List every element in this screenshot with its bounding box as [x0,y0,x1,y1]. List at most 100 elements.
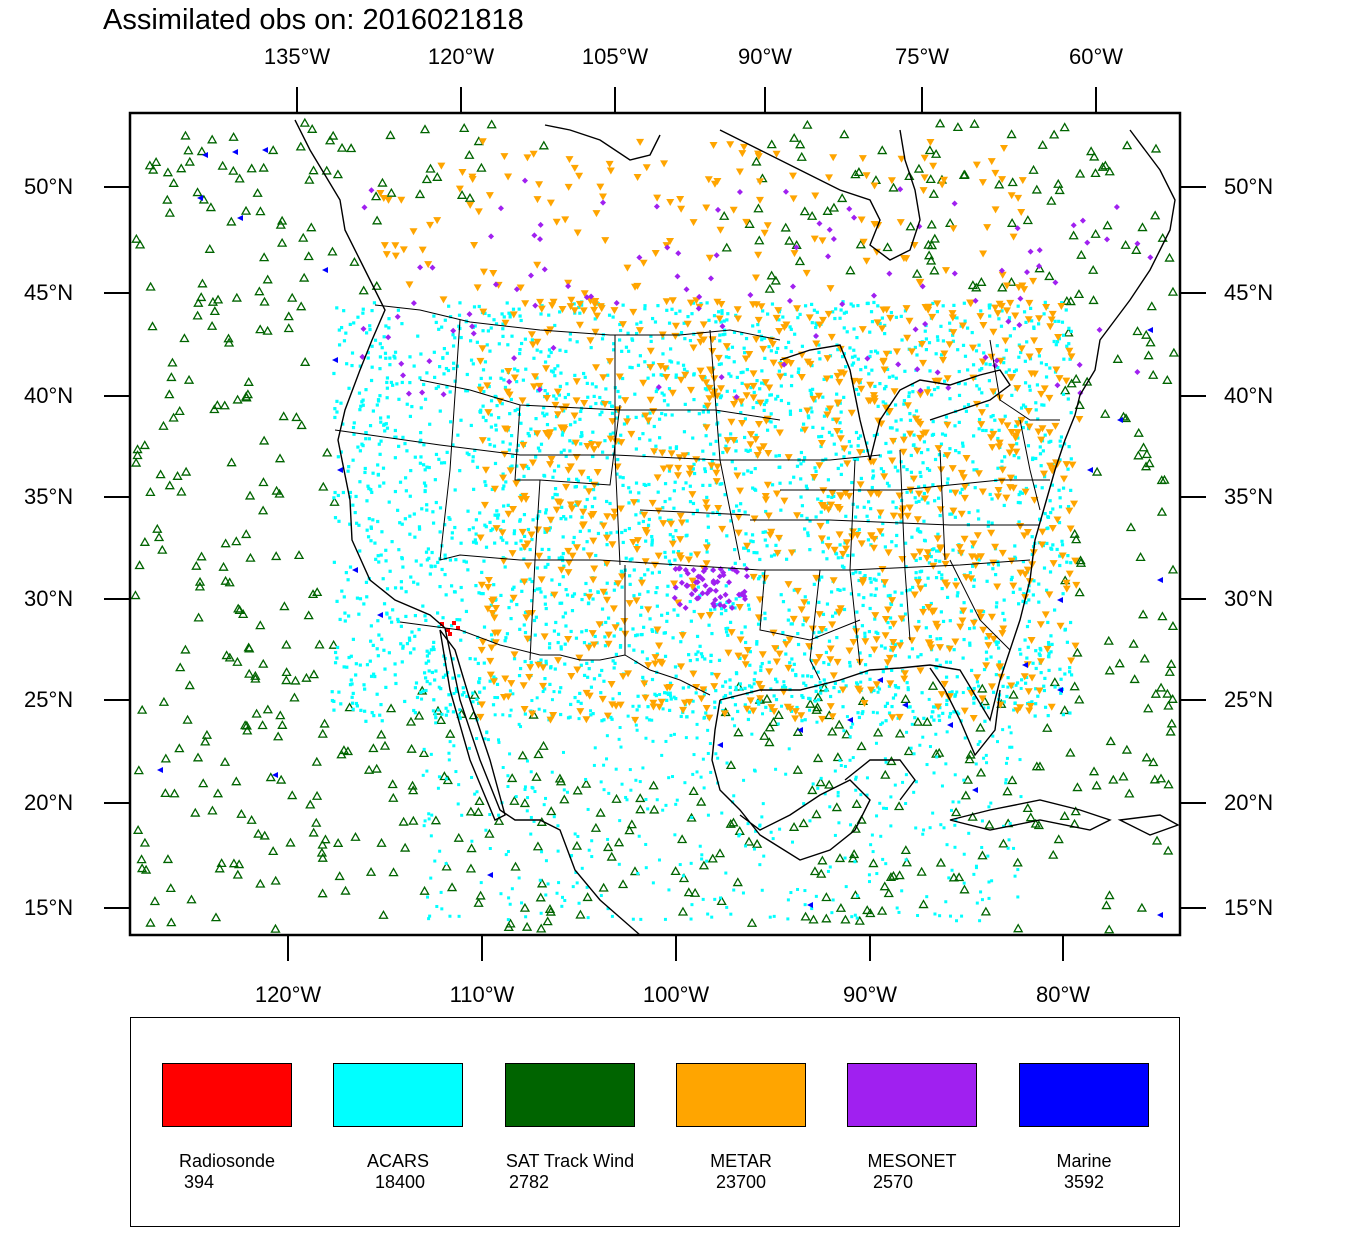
acars-marker [817,435,821,439]
acars-marker [423,676,428,680]
sat-wind-marker [308,165,319,175]
acars-marker [565,790,569,794]
acars-marker [856,444,860,448]
mesonet-marker [839,301,846,308]
acars-marker [467,746,471,750]
metar-marker [943,452,952,460]
acars-marker [660,391,664,395]
acars-marker [650,718,654,722]
acars-marker [774,397,778,401]
metar-marker [679,706,688,714]
sat-wind-marker [885,872,897,882]
acars-marker [335,399,339,403]
acars-marker [883,646,887,650]
metar-marker [919,359,928,367]
metar-marker [1067,353,1076,361]
acars-marker [887,450,891,454]
sat-wind-marker [180,644,191,654]
acars-marker [856,682,860,686]
metar-marker [761,574,770,582]
acars-marker [333,516,338,520]
sat-wind-marker [388,867,399,877]
acars-marker [895,428,899,432]
sat-wind-marker [1165,726,1176,736]
acars-marker [1016,304,1020,308]
metar-marker [977,409,986,417]
metar-marker [668,297,677,305]
acars-marker [721,450,725,455]
acars-marker [1034,687,1038,691]
acars-marker [369,624,373,628]
sat-wind-marker [1137,222,1148,232]
left-tick-label: 30°N [24,586,74,611]
acars-marker [401,646,405,650]
acars-marker [682,430,687,434]
acars-marker [934,558,938,563]
acars-marker [944,660,949,664]
acars-marker [781,630,785,635]
metar-marker [1007,374,1016,382]
metar-marker [658,449,667,457]
acars-marker [772,694,776,698]
acars-marker [786,401,791,406]
acars-marker [413,711,417,715]
acars-marker [478,677,482,681]
acars-marker [968,571,972,575]
acars-marker [373,338,378,342]
acars-marker [903,369,907,373]
mesonet-marker [1052,279,1059,286]
acars-marker [501,472,505,476]
acars-marker [681,874,685,878]
acars-marker [951,800,955,804]
acars-marker [766,312,770,316]
metar-marker [476,386,485,394]
metar-marker [910,553,919,561]
metar-marker [790,250,799,258]
acars-marker [750,685,754,689]
acars-marker [652,424,656,429]
acars-marker [1046,640,1051,645]
acars-marker [812,631,816,635]
acars-marker [553,427,557,431]
acars-marker [523,659,527,664]
acars-marker [904,773,908,777]
acars-marker [676,361,680,365]
acars-marker [473,657,477,661]
acars-marker [398,480,403,484]
metar-marker [480,501,489,509]
sat-wind-marker [1151,835,1163,845]
acars-marker [733,703,738,707]
acars-marker [419,352,423,356]
acars-marker [532,819,536,823]
metar-marker [976,553,985,561]
acars-marker [611,348,616,352]
acars-marker [817,343,821,347]
metar-marker [1007,429,1016,437]
acars-marker [543,530,547,534]
acars-marker [871,474,876,478]
acars-marker [921,735,925,739]
metar-marker [934,445,943,453]
acars-marker [481,592,485,596]
acars-marker [344,331,348,335]
acars-marker [427,817,431,821]
metar-marker [780,497,789,505]
acars-marker [444,777,448,781]
acars-marker [796,642,801,647]
acars-marker [473,792,477,796]
acars-marker [552,690,556,694]
metar-marker [743,542,752,550]
acars-marker [798,312,802,316]
acars-marker [459,418,463,422]
sat-wind-marker [419,124,431,134]
acars-marker [526,527,531,532]
acars-marker [706,728,710,732]
acars-marker [1034,666,1038,671]
sat-wind-marker [473,806,484,816]
acars-marker [557,881,561,885]
metar-marker [924,639,933,647]
metar-marker [530,383,539,391]
acars-marker [754,488,758,492]
mesonet-marker [419,389,426,396]
sat-wind-marker [234,859,245,869]
